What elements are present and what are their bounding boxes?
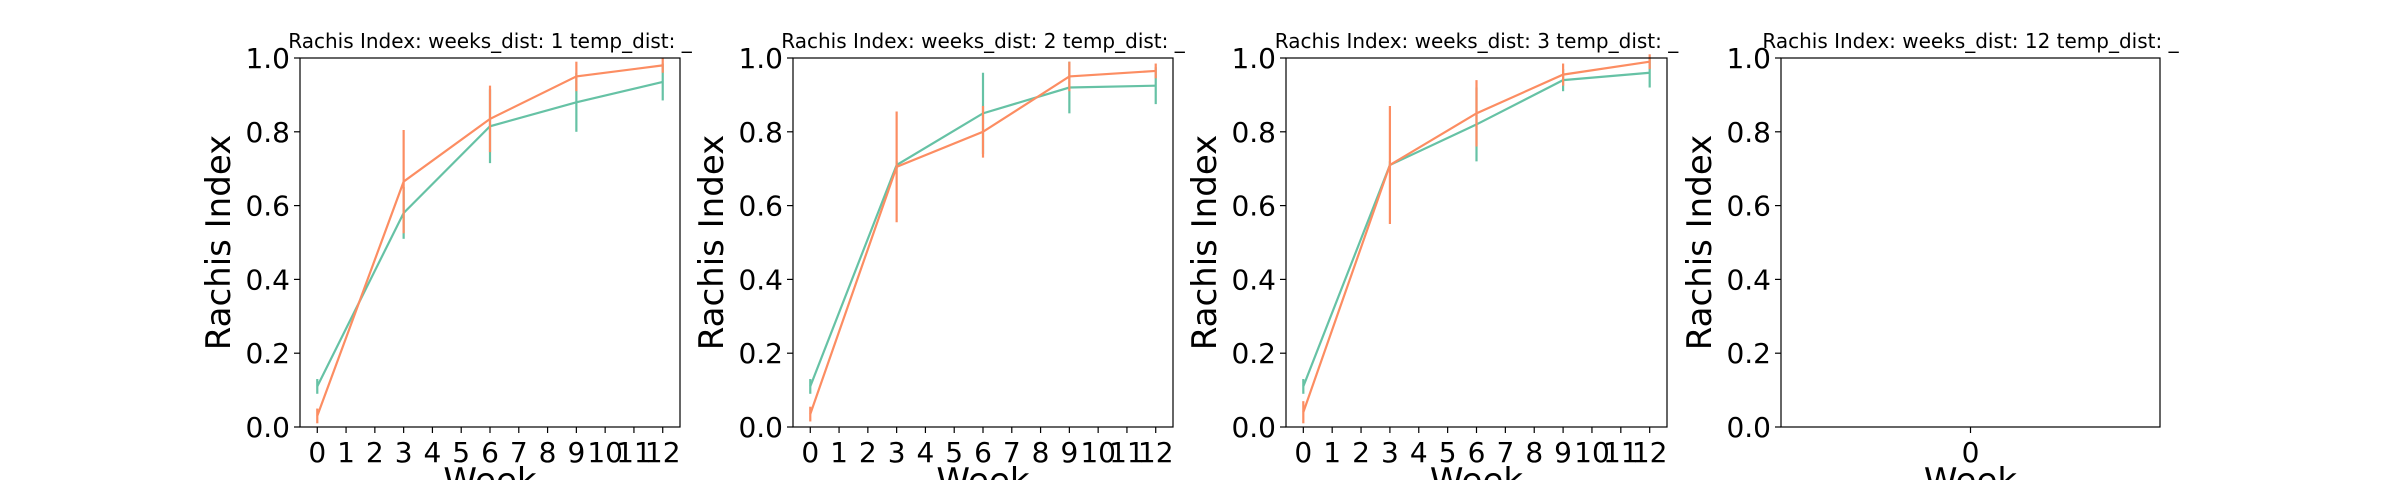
y-tick-label: 0.2 <box>1726 337 1771 370</box>
y-tick-label: 0.0 <box>245 411 290 444</box>
x-tick-label: 9 <box>1060 436 1078 469</box>
x-tick-label: 6 <box>1468 436 1486 469</box>
y-tick-label: 1.0 <box>1726 42 1771 75</box>
x-tick-label: 4 <box>424 436 442 469</box>
y-tick-label: 0.2 <box>245 337 290 370</box>
x-tick-label: 0 <box>1294 436 1312 469</box>
x-tick-label: 1 <box>337 436 355 469</box>
axes-frame <box>1285 57 1668 428</box>
x-tick-label: 12 <box>645 436 681 469</box>
x-tick-label: 6 <box>481 436 499 469</box>
y-tick-label: 0.6 <box>1726 190 1771 223</box>
x-tick-label: 11 <box>616 436 652 469</box>
x-tick-label: 12 <box>1138 436 1174 469</box>
x-tick-label: 5 <box>1439 436 1457 469</box>
x-tick-label: 5 <box>452 436 470 469</box>
x-tick-label: 12 <box>1632 436 1668 469</box>
axes-frame <box>1780 57 2161 428</box>
y-tick-label: 0.2 <box>738 337 783 370</box>
x-tick-label: 7 <box>1496 436 1514 469</box>
x-tick-label: 5 <box>945 436 963 469</box>
x-tick-label: 2 <box>859 436 877 469</box>
x-tick-label: 7 <box>1003 436 1021 469</box>
x-tick-label: 9 <box>567 436 585 469</box>
x-tick-label: 8 <box>539 436 557 469</box>
x-tick-label: 4 <box>1410 436 1428 469</box>
x-tick-label: 3 <box>395 436 413 469</box>
y-axis-label: Rachis Index <box>1680 135 1720 351</box>
x-tick-label: 11 <box>1109 436 1145 469</box>
x-tick-label: 3 <box>888 436 906 469</box>
x-tick-label: 10 <box>1080 436 1116 469</box>
y-axis-label: Rachis Index <box>692 135 732 351</box>
x-tick-label: 10 <box>587 436 623 469</box>
x-tick-label: 9 <box>1554 436 1572 469</box>
subplot-title: Rachis Index: weeks_dist: 2 temp_dist: _ <box>781 29 1185 53</box>
axes-frame <box>299 57 681 428</box>
x-tick-label: 7 <box>510 436 528 469</box>
y-tick-label: 0.8 <box>738 116 783 149</box>
subplot-title: Rachis Index: weeks_dist: 12 temp_dist: … <box>1762 29 2179 53</box>
y-tick-label: 0.4 <box>245 263 290 296</box>
y-tick-label: 0.6 <box>1231 190 1276 223</box>
y-tick-label: 0.8 <box>245 116 290 149</box>
x-axis-label: Week <box>936 461 1029 480</box>
subplot-title: Rachis Index: weeks_dist: 3 temp_dist: _ <box>1275 29 1679 53</box>
y-axis-label: Rachis Index <box>199 135 239 351</box>
y-tick-label: 0.4 <box>1726 263 1771 296</box>
x-tick-label: 8 <box>1525 436 1543 469</box>
x-tick-label: 3 <box>1381 436 1399 469</box>
x-tick-label: 0 <box>1962 436 1980 469</box>
y-tick-label: 0.0 <box>1726 411 1771 444</box>
y-tick-label: 0.0 <box>738 411 783 444</box>
y-tick-label: 1.0 <box>1231 42 1276 75</box>
subplot-title: Rachis Index: weeks_dist: 1 temp_dist: _ <box>288 29 692 53</box>
x-tick-label: 2 <box>366 436 384 469</box>
x-tick-label: 10 <box>1574 436 1610 469</box>
x-tick-label: 0 <box>801 436 819 469</box>
y-tick-label: 0.4 <box>738 263 783 296</box>
x-tick-label: 6 <box>974 436 992 469</box>
x-tick-label: 2 <box>1352 436 1370 469</box>
y-tick-label: 0.2 <box>1231 337 1276 370</box>
x-axis-label: Week <box>1430 461 1523 480</box>
y-tick-label: 1.0 <box>245 42 290 75</box>
x-tick-label: 11 <box>1603 436 1639 469</box>
y-tick-label: 0.4 <box>1231 263 1276 296</box>
x-tick-label: 1 <box>830 436 848 469</box>
y-axis-label: Rachis Index <box>1185 135 1225 351</box>
axes-frame <box>792 57 1174 428</box>
y-tick-label: 0.6 <box>738 190 783 223</box>
y-tick-label: 0.8 <box>1726 116 1771 149</box>
x-tick-label: 8 <box>1032 436 1050 469</box>
x-tick-label: 4 <box>917 436 935 469</box>
x-axis-label: Week <box>443 461 536 480</box>
x-tick-label: 0 <box>308 436 326 469</box>
x-tick-label: 1 <box>1323 436 1341 469</box>
x-axis-label: Week <box>1924 461 2017 480</box>
y-tick-label: 0.6 <box>245 190 290 223</box>
y-tick-label: 0.0 <box>1231 411 1276 444</box>
y-tick-label: 1.0 <box>738 42 783 75</box>
y-tick-label: 0.8 <box>1231 116 1276 149</box>
